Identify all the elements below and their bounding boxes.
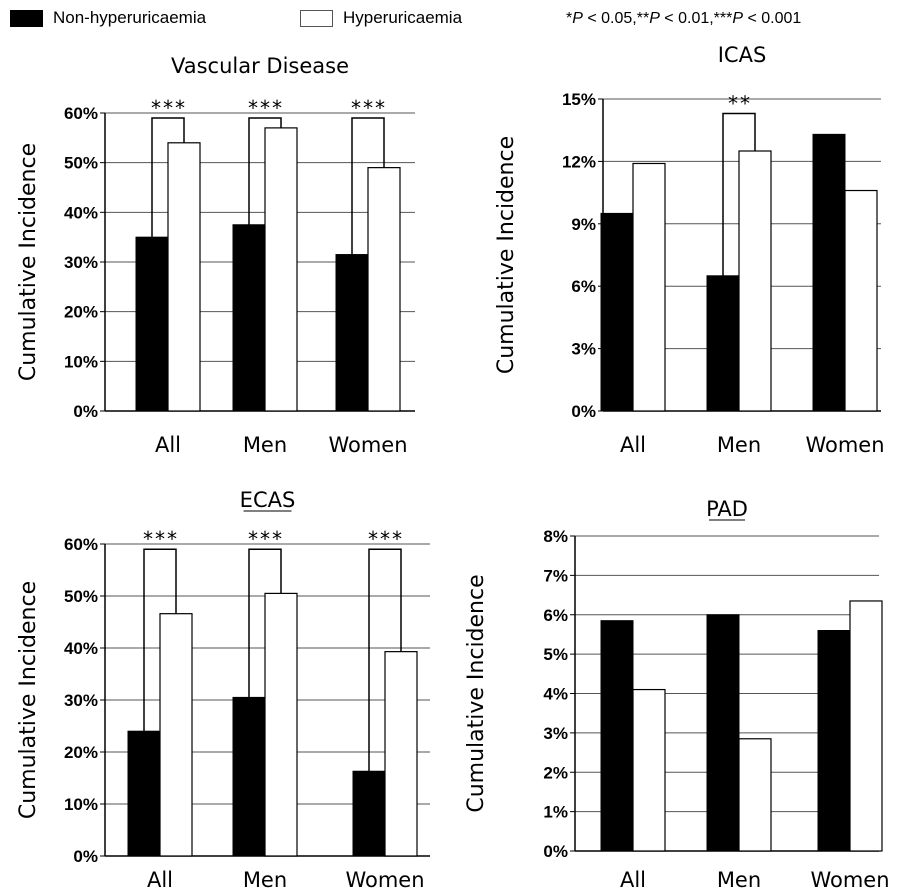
y-tick-label: 3% — [571, 340, 596, 359]
bar-non-hyperuricaemia — [706, 275, 740, 412]
significance-stars: *** — [350, 96, 386, 120]
y-tick-label: 0% — [73, 402, 98, 421]
bar-non-hyperuricaemia — [232, 224, 266, 412]
y-tick-label: 6% — [571, 277, 596, 296]
y-axis-label: Cumulative Incidence — [494, 136, 519, 374]
chart-icas: 0% 3% 6% 9% 12% 15% All ** Men Women ICAS Cumulativ… — [494, 43, 885, 457]
y-tick-label: 60% — [64, 535, 98, 554]
y-tick-label: 10% — [64, 795, 98, 814]
bar-hyperuricaemia — [849, 600, 883, 852]
significance-bracket — [151, 117, 185, 238]
significance-stars: *** — [367, 527, 403, 551]
category-label: Women — [328, 433, 407, 457]
bar-hyperuricaemia — [367, 167, 401, 412]
y-tick-label: 50% — [64, 587, 98, 606]
y-tick-label: 3% — [543, 724, 568, 743]
legend: Non-hyperuricaemia Hyperuricaemia *P < 0… — [0, 0, 902, 40]
chart-title: ECAS — [240, 488, 296, 512]
significance-bracket — [722, 112, 756, 276]
y-tick-label: 6% — [543, 606, 568, 625]
bar-non-hyperuricaemia — [135, 236, 169, 412]
bar-hyperuricaemia — [632, 162, 666, 412]
y-tick-label: 7% — [543, 566, 568, 585]
category-label: All — [155, 433, 181, 457]
bar-hyperuricaemia — [264, 127, 298, 412]
legend-label: Non-hyperuricaemia — [53, 8, 207, 27]
y-tick-label: 0% — [543, 842, 568, 861]
chart-title: ICAS — [718, 43, 767, 67]
y-tick-label: 20% — [64, 743, 98, 762]
chart-title: Vascular Disease — [171, 54, 349, 78]
y-tick-label: 40% — [64, 203, 98, 222]
bar-hyperuricaemia — [384, 651, 418, 857]
category-label: Women — [810, 868, 889, 890]
bar-hyperuricaemia — [738, 150, 772, 412]
bar-non-hyperuricaemia — [817, 630, 851, 852]
y-axis-label: Cumulative Incidence — [16, 581, 41, 819]
bar-hyperuricaemia — [738, 738, 772, 852]
y-tick-label: 0% — [73, 847, 98, 866]
y-tick-label: 12% — [562, 152, 596, 171]
category-label: All — [620, 433, 646, 457]
category-label: Women — [345, 868, 424, 890]
y-tick-label: 30% — [64, 253, 98, 272]
bar-hyperuricaemia — [264, 592, 298, 857]
bar-non-hyperuricaemia — [812, 133, 846, 412]
y-tick-label: 0% — [571, 402, 596, 421]
significance-stars: *** — [247, 527, 283, 551]
significance-stars: ** — [727, 92, 751, 116]
bar-non-hyperuricaemia — [600, 620, 634, 852]
significance-bracket — [248, 548, 282, 698]
bar-hyperuricaemia — [844, 189, 878, 412]
y-tick-label: 5% — [543, 645, 568, 664]
legend-swatch-light — [300, 9, 333, 27]
significance-bracket — [368, 548, 402, 772]
significance-stars: *** — [247, 96, 283, 120]
y-tick-label: 1% — [543, 803, 568, 822]
category-label: Men — [243, 433, 287, 457]
bar-non-hyperuricaemia — [352, 770, 386, 857]
y-tick-label: 15% — [562, 90, 596, 109]
bar-non-hyperuricaemia — [706, 614, 740, 852]
y-tick-label: 8% — [543, 527, 568, 546]
y-tick-label: 30% — [64, 691, 98, 710]
y-tick-label: 2% — [543, 763, 568, 782]
bar-non-hyperuricaemia — [335, 254, 369, 412]
y-axis-label: Cumulative Incidence — [16, 143, 41, 381]
category-label: All — [147, 868, 173, 890]
category-label: Men — [243, 868, 287, 890]
category-label: Men — [717, 433, 761, 457]
y-tick-label: 20% — [64, 303, 98, 322]
category-label: Women — [805, 433, 884, 457]
significance-bracket — [248, 117, 282, 225]
significance-bracket — [351, 117, 385, 255]
chart-title: PAD — [706, 497, 748, 521]
significance-stars: *** — [142, 527, 178, 551]
bar-non-hyperuricaemia — [600, 212, 634, 412]
significance-bracket — [143, 548, 177, 732]
bar-hyperuricaemia — [632, 688, 666, 852]
chart-pad: 0% 1% 2% 3% 4% 5% 6% 7% 8% All Men Women PAD Cumulati… — [464, 497, 890, 890]
bar-hyperuricaemia — [159, 613, 193, 857]
legend-label: Hyperuricaemia — [343, 8, 463, 27]
legend-swatch-dark — [10, 9, 43, 27]
y-tick-label: 50% — [64, 154, 98, 173]
y-tick-label: 9% — [571, 215, 596, 234]
y-tick-label: 4% — [543, 685, 568, 704]
chart-vascular-disease: 0% 10% 20% 30% 40% 50% 60% *** All *** Men *** Women… — [16, 54, 415, 457]
significance-note: *P < 0.05,**P < 0.01,***P < 0.001 — [566, 10, 802, 27]
y-tick-label: 60% — [64, 104, 98, 123]
y-axis-label: Cumulative Incidence — [464, 574, 489, 812]
legend-item-non-hyperuricaemia: Non-hyperuricaemia — [10, 8, 206, 28]
bar-non-hyperuricaemia — [232, 696, 266, 857]
y-tick-label: 40% — [64, 639, 98, 658]
chart-ecas: 0% 10% 20% 30% 40% 50% 60% *** All *** Men *** Women… — [16, 488, 430, 890]
y-tick-label: 10% — [64, 352, 98, 371]
category-label: Men — [717, 868, 761, 890]
significance-stars: *** — [150, 96, 186, 120]
bar-non-hyperuricaemia — [127, 730, 161, 857]
bar-hyperuricaemia — [167, 142, 201, 412]
category-label: All — [620, 868, 646, 890]
legend-item-hyperuricaemia: Hyperuricaemia — [300, 8, 462, 28]
